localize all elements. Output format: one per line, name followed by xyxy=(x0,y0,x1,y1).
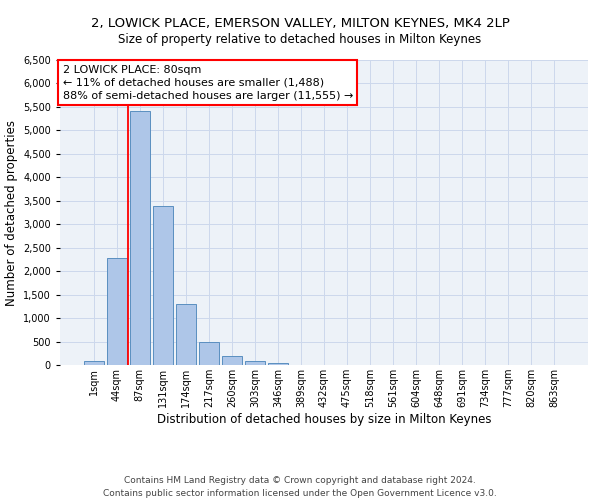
X-axis label: Distribution of detached houses by size in Milton Keynes: Distribution of detached houses by size … xyxy=(157,413,491,426)
Y-axis label: Number of detached properties: Number of detached properties xyxy=(5,120,17,306)
Bar xyxy=(199,342,218,365)
Text: Contains HM Land Registry data © Crown copyright and database right 2024.
Contai: Contains HM Land Registry data © Crown c… xyxy=(103,476,497,498)
Text: Size of property relative to detached houses in Milton Keynes: Size of property relative to detached ho… xyxy=(118,32,482,46)
Text: 2, LOWICK PLACE, EMERSON VALLEY, MILTON KEYNES, MK4 2LP: 2, LOWICK PLACE, EMERSON VALLEY, MILTON … xyxy=(91,18,509,30)
Bar xyxy=(222,356,242,365)
Bar xyxy=(107,258,127,365)
Bar xyxy=(245,361,265,365)
Bar xyxy=(268,362,288,365)
Bar xyxy=(84,362,104,365)
Bar xyxy=(176,304,196,365)
Text: 2 LOWICK PLACE: 80sqm
← 11% of detached houses are smaller (1,488)
88% of semi-d: 2 LOWICK PLACE: 80sqm ← 11% of detached … xyxy=(62,64,353,101)
Bar xyxy=(130,110,149,365)
Bar xyxy=(153,206,173,365)
